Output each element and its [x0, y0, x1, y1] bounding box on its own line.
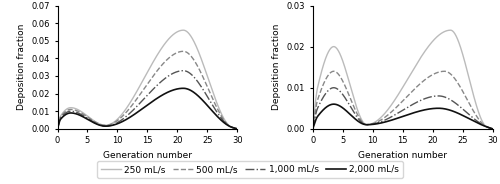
X-axis label: Generation number: Generation number	[358, 151, 447, 160]
Legend: 250 mL/s, 500 mL/s, 1,000 mL/s, 2,000 mL/s: 250 mL/s, 500 mL/s, 1,000 mL/s, 2,000 mL…	[97, 161, 403, 178]
X-axis label: Generation number: Generation number	[103, 151, 192, 160]
Y-axis label: Deposition fraction: Deposition fraction	[272, 24, 281, 110]
Y-axis label: Deposition fraction: Deposition fraction	[17, 24, 26, 110]
